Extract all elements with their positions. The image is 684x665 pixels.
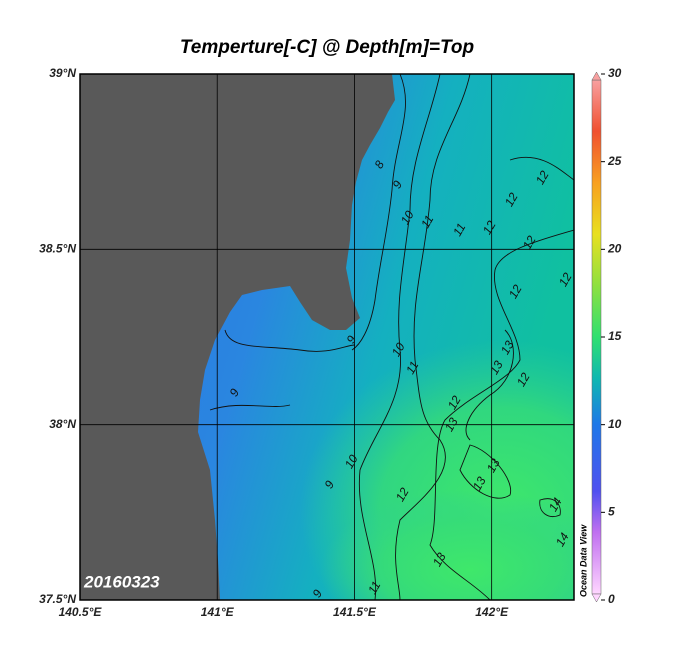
contour-label: 12 — [556, 270, 575, 289]
contour-label: 10 — [342, 452, 361, 471]
contour-label: 11 — [418, 213, 436, 231]
colorbar-tick-label: 0 — [608, 592, 615, 606]
colorbar — [591, 79, 602, 595]
colorbar-tick-label: 15 — [608, 329, 622, 343]
y-tick-label: 38.5°N — [39, 242, 76, 256]
contour-label: 11 — [365, 579, 383, 597]
colorbar-tick-label: 25 — [607, 154, 622, 168]
isotherm — [509, 156, 574, 181]
isotherm — [395, 74, 471, 600]
warm-water — [320, 490, 574, 600]
y-tick-label: 38°N — [49, 417, 76, 431]
isotherm — [209, 404, 291, 411]
isotherm — [539, 498, 561, 517]
contour-label: 12 — [445, 393, 464, 412]
colorbar-tick-label: 10 — [608, 417, 622, 431]
colorbar-tick-label: 20 — [607, 242, 622, 256]
map-title: Temperture[-C] @ Depth[m]=Top — [180, 37, 474, 58]
isotherm — [429, 229, 574, 600]
isotherm — [358, 74, 441, 600]
x-tick-label: 142°E — [475, 605, 509, 619]
contour-label: 13 — [430, 550, 449, 569]
isotherm — [351, 74, 406, 351]
watermark: Ocean Data View — [578, 524, 588, 597]
contour-label: 12 — [502, 190, 521, 209]
x-tick-label: 141°E — [201, 605, 235, 619]
land — [80, 74, 395, 600]
colorbar-tick-label: 5 — [608, 505, 615, 519]
colorbar-cap — [591, 71, 602, 81]
contour-label: 12 — [533, 168, 552, 187]
date-label: 20160323 — [83, 572, 160, 591]
contour-label: 11 — [403, 359, 421, 377]
contour-label: 12 — [480, 218, 499, 237]
x-tick-label: 141.5°E — [333, 605, 377, 619]
x-tick-label: 140.5°E — [59, 605, 103, 619]
y-tick-label: 39°N — [49, 66, 76, 80]
contour-label: 10 — [389, 340, 408, 359]
contour-label: 13 — [487, 358, 506, 377]
contour-label: 12 — [520, 233, 539, 252]
contour-label: 13 — [470, 474, 489, 493]
contour-label: 12 — [393, 485, 412, 504]
contour-label: 13 — [498, 338, 517, 357]
contour-label: 12 — [506, 282, 525, 301]
contour-label: 11 — [450, 221, 468, 239]
contour-label: 12 — [514, 370, 533, 389]
y-tick-label: 37.5°N — [39, 592, 76, 606]
contour-label: 13 — [484, 456, 503, 475]
contour-label: 13 — [442, 415, 461, 434]
colorbar-cap — [591, 593, 602, 603]
contour-label: 10 — [398, 208, 417, 227]
isotherm — [459, 444, 512, 499]
contour-label: 14 — [546, 495, 565, 514]
contour-label: 14 — [553, 530, 572, 549]
isotherm — [224, 329, 356, 352]
colorbar-tick-label: 30 — [608, 66, 622, 80]
isotherm — [465, 329, 514, 441]
